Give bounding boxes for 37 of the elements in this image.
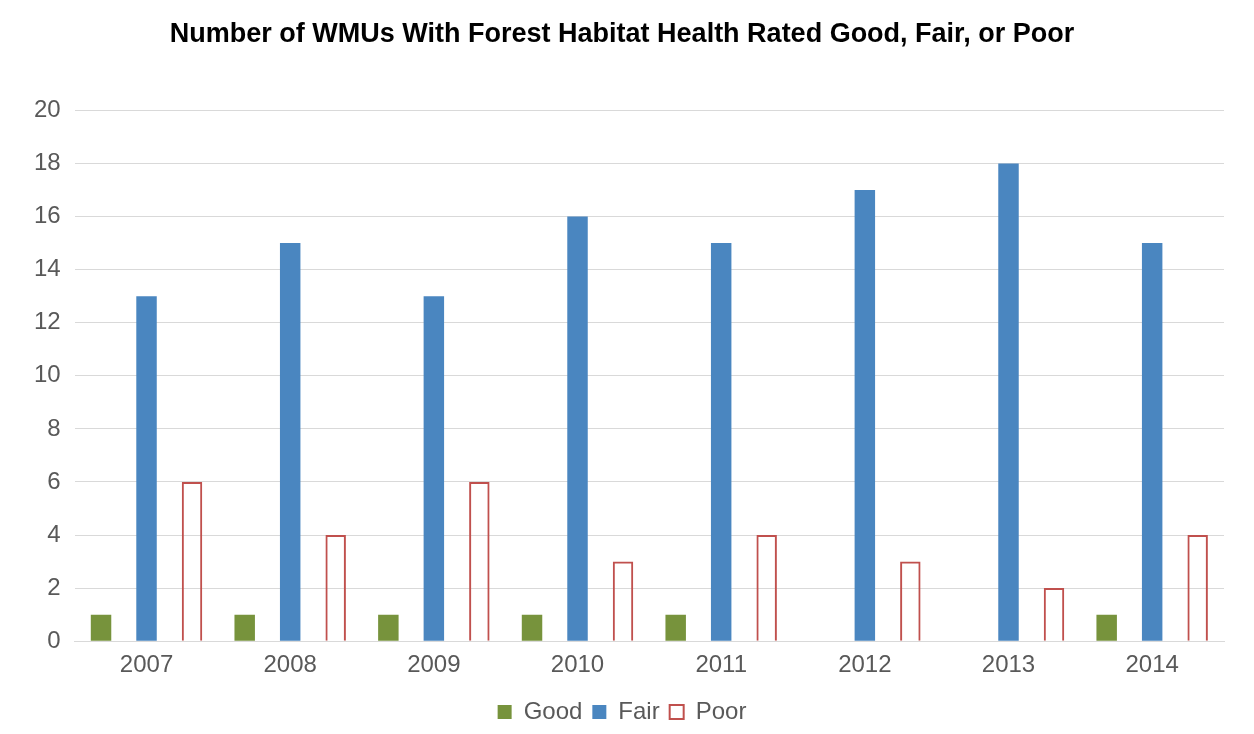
y-tick-label: 16 bbox=[33, 201, 61, 229]
bar bbox=[136, 296, 157, 641]
y-tick-label: 12 bbox=[33, 307, 61, 335]
x-tick-label: 2010 bbox=[550, 650, 605, 678]
chart-title: Number of WMUs With Forest Habitat Health Rated Good, Fair, or Poor bbox=[169, 17, 1075, 48]
y-tick-label: 20 bbox=[33, 95, 61, 123]
y-tick-label: 0 bbox=[47, 625, 61, 653]
bar bbox=[710, 243, 732, 641]
x-tick-label: 2013 bbox=[981, 650, 1036, 678]
bar bbox=[279, 243, 301, 641]
bar bbox=[234, 614, 255, 641]
legend-label: Poor bbox=[695, 696, 747, 724]
legend-label: Good bbox=[523, 696, 583, 724]
bar bbox=[378, 614, 399, 641]
y-tick-label: 6 bbox=[47, 466, 61, 494]
legend-label: Fair bbox=[618, 696, 660, 724]
y-tick-label: 2 bbox=[47, 572, 61, 600]
y-tick-label: 10 bbox=[33, 360, 61, 388]
bar bbox=[90, 614, 112, 641]
x-tick-label: 2011 bbox=[695, 650, 747, 678]
bar bbox=[1096, 614, 1117, 641]
bar bbox=[423, 296, 445, 641]
bar bbox=[567, 216, 588, 641]
y-tick-label: 18 bbox=[33, 148, 61, 176]
y-tick-label: 4 bbox=[47, 519, 61, 547]
x-tick-label: 2014 bbox=[1125, 650, 1179, 678]
bar bbox=[1141, 243, 1163, 641]
bar bbox=[521, 614, 543, 641]
x-tick-label: 2008 bbox=[263, 650, 317, 678]
x-tick-label: 2012 bbox=[838, 650, 892, 678]
x-tick-label: 2009 bbox=[407, 650, 461, 678]
bar bbox=[998, 163, 1019, 641]
bar bbox=[665, 614, 686, 641]
x-tick-label: 2007 bbox=[119, 650, 174, 678]
y-tick-label: 8 bbox=[47, 413, 61, 441]
bar bbox=[854, 190, 876, 641]
y-tick-label: 14 bbox=[33, 254, 61, 282]
